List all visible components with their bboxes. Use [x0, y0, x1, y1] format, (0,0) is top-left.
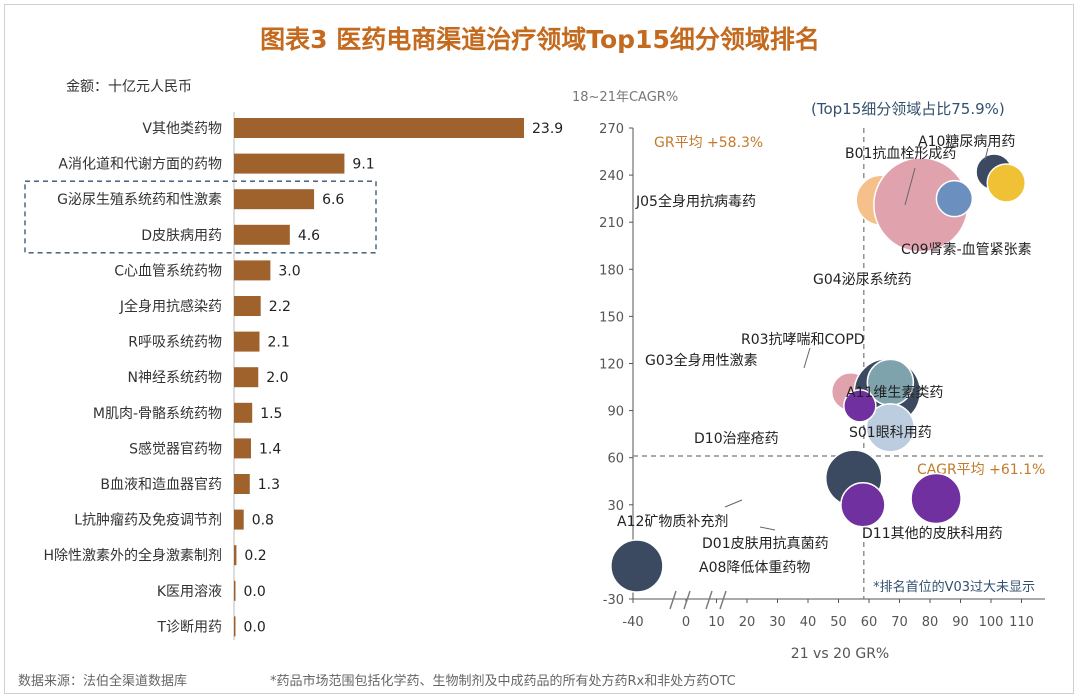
- source-note: 数据来源：法伯全渠道数据库: [18, 674, 188, 689]
- chart-title: 图表3 医药电商渠道治疗领域Top15细分领域排名: [260, 25, 820, 54]
- chart-frame: [4, 4, 1074, 694]
- bar-unit-label: 金额：十亿元人民币: [66, 79, 192, 95]
- scope-note: *药品市场范围包括化学药、生物制剂及中成药品的所有处方药Rx和非处方药OTC: [270, 674, 736, 689]
